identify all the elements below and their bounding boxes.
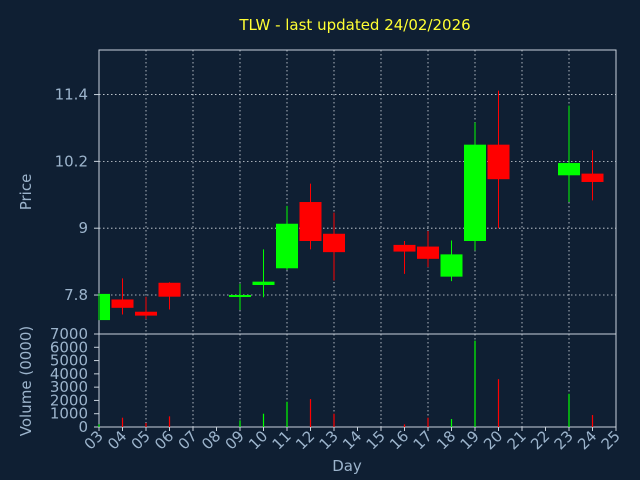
- volume-bars: [98, 340, 594, 427]
- x-tick-label: 07: [175, 427, 201, 453]
- chart-title: TLW - last updated 24/02/2026: [238, 16, 470, 34]
- candle: [487, 90, 510, 229]
- volume-y-tick-label: 0: [78, 418, 88, 436]
- candle: [98, 293, 110, 321]
- candle: [393, 241, 416, 274]
- candle-body: [487, 144, 510, 180]
- price-y-tick-label: 10.2: [55, 152, 88, 170]
- candle-body: [393, 244, 416, 252]
- x-tick-label: 15: [363, 427, 389, 453]
- x-tick-label: 20: [480, 427, 506, 453]
- candle-body: [323, 233, 345, 253]
- x-ticks: 0304050607080910111213141516171819202122…: [81, 427, 624, 453]
- volume-y-tick-label: 4000: [50, 365, 88, 383]
- volume-axis-label: Volume (0000): [17, 326, 35, 436]
- x-tick-label: 16: [386, 427, 412, 453]
- price-y-tick-label: 7.8: [64, 286, 88, 304]
- x-tick-label: 18: [433, 427, 459, 453]
- x-tick-label: 14: [339, 427, 365, 453]
- x-tick-label: 12: [292, 427, 318, 453]
- candle-body: [252, 281, 275, 285]
- candle-body: [581, 173, 604, 182]
- x-tick-label: 19: [457, 427, 483, 453]
- x-tick-label: 13: [316, 427, 342, 453]
- candle: [276, 205, 298, 270]
- candle-body: [440, 254, 463, 277]
- price-panel: 7.8 9 10.2 11.4 Price: [17, 49, 617, 335]
- x-tick-label: 21: [504, 427, 530, 453]
- candle-body: [135, 311, 157, 316]
- volume-plot-frame: [98, 333, 617, 428]
- volume-y-tick-label: 6000: [50, 338, 88, 356]
- candle: [252, 249, 275, 298]
- volume-y-tick-label: 7000: [50, 325, 88, 343]
- price-y-tick-label: 9: [78, 219, 88, 237]
- price-y-tick-label: 11.4: [55, 86, 88, 104]
- candle: [581, 150, 604, 201]
- candle-body: [111, 299, 134, 308]
- x-tick-label: 04: [104, 427, 130, 453]
- x-tick-label: 09: [222, 427, 248, 453]
- candle: [229, 283, 251, 311]
- candle: [417, 230, 439, 268]
- candle: [158, 282, 181, 310]
- x-tick-label: 08: [198, 427, 224, 453]
- candles: [98, 90, 604, 321]
- candle-body: [558, 163, 580, 176]
- volume-y-tick-label: 5000: [50, 352, 88, 370]
- x-tick-label: 23: [551, 427, 577, 453]
- candle-body: [464, 144, 486, 242]
- volume-grid: [145, 334, 570, 427]
- volume-y-tick-label: 1000: [50, 405, 88, 423]
- candle: [135, 296, 157, 319]
- x-tick-label: 10: [245, 427, 271, 453]
- candle-body: [229, 295, 251, 298]
- x-tick-label: 22: [527, 427, 553, 453]
- x-tick-label: 25: [598, 427, 624, 453]
- candle: [440, 240, 463, 282]
- candle: [464, 122, 486, 251]
- candle: [299, 183, 322, 250]
- candle: [323, 212, 345, 281]
- candle-body: [417, 246, 439, 259]
- volume-y-tick-label: 3000: [50, 378, 88, 396]
- candle-body: [158, 282, 181, 297]
- x-tick-label: 05: [128, 427, 154, 453]
- price-y-ticks: 7.8 9 10.2 11.4: [55, 86, 99, 304]
- candle-body: [100, 293, 110, 321]
- candle: [111, 278, 134, 315]
- candle: [558, 105, 580, 203]
- x-tick-label: 17: [410, 427, 436, 453]
- x-tick-label: 06: [151, 427, 177, 453]
- x-tick-label: 24: [574, 427, 600, 453]
- x-axis-label: Day: [332, 457, 362, 475]
- price-axis-label: Price: [17, 174, 35, 211]
- candle-body: [299, 202, 322, 242]
- candle-body: [276, 223, 298, 269]
- volume-y-tick-label: 2000: [50, 391, 88, 409]
- x-tick-label: 11: [269, 427, 295, 453]
